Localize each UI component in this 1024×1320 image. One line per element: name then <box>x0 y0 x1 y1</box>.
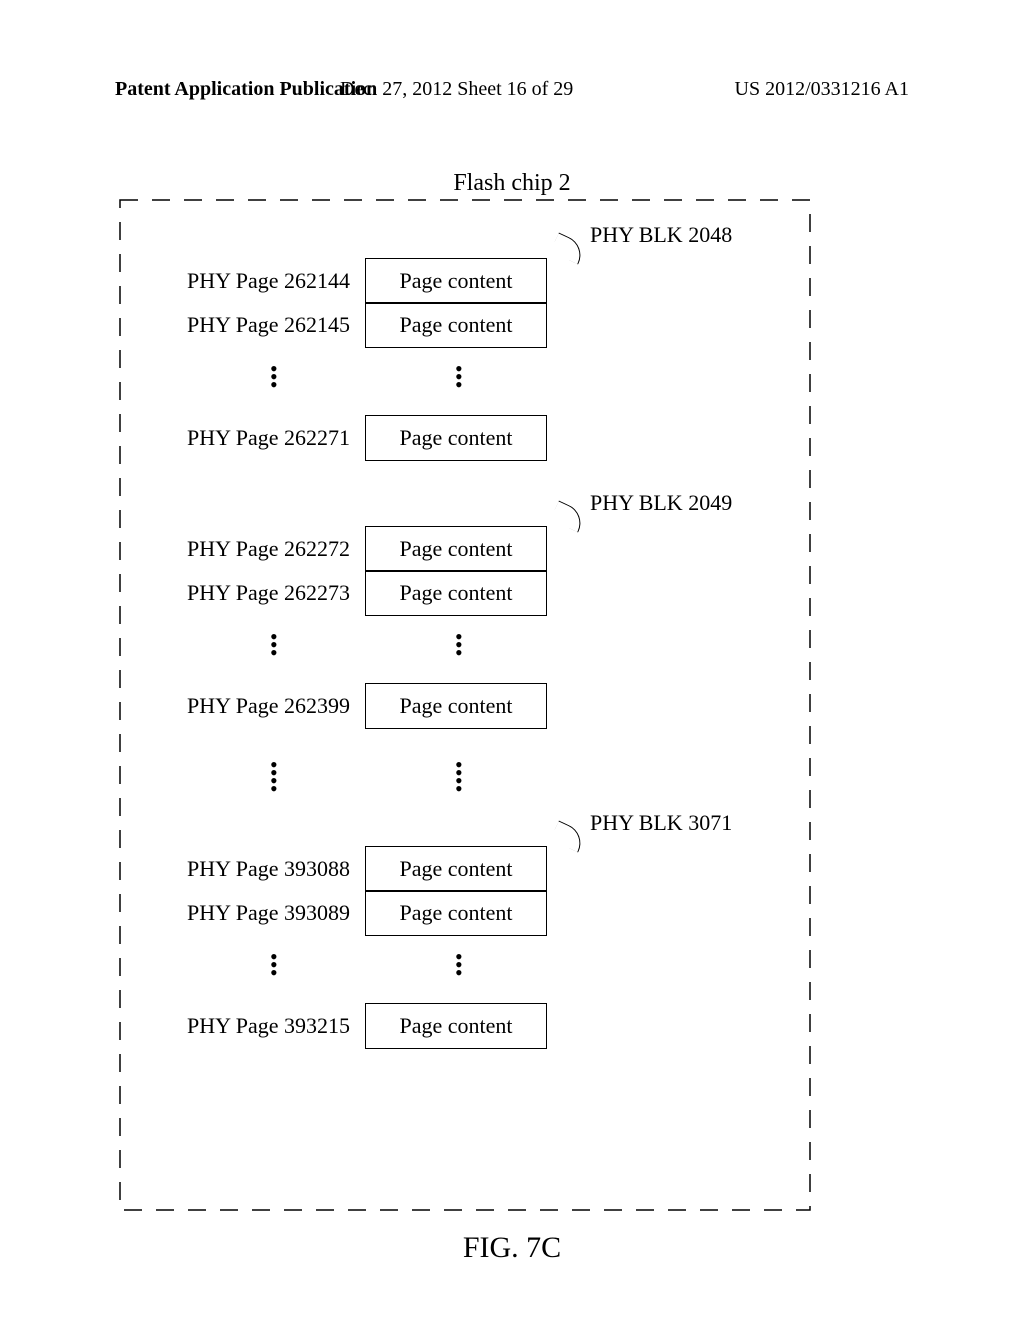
page-label: PHY Page 393088 <box>150 856 350 882</box>
page-row: PHY Page 262272 Page content <box>150 526 680 570</box>
vertical-ellipsis: ••• <box>455 953 463 977</box>
vertical-ellipsis: •••• <box>455 760 463 792</box>
vertical-ellipsis: ••• <box>455 365 463 389</box>
page-content-box: Page content <box>365 1003 547 1049</box>
vertical-ellipsis: ••• <box>270 365 278 389</box>
page-label: PHY Page 262399 <box>150 693 350 719</box>
page-content-box: Page content <box>365 890 547 936</box>
page-content-box: Page content <box>365 258 547 304</box>
page-row: PHY Page 262399 Page content <box>150 683 680 727</box>
figure-caption: FIG. 7C <box>0 1231 1024 1265</box>
vertical-ellipsis: •••• <box>270 760 278 792</box>
page-content-box: Page content <box>365 570 547 616</box>
page-content-box: Page content <box>365 846 547 892</box>
vertical-ellipsis: ••• <box>270 953 278 977</box>
page-label: PHY Page 262272 <box>150 536 350 562</box>
page-label: PHY Page 262273 <box>150 580 350 606</box>
page-content-box: Page content <box>365 302 547 348</box>
page-row: PHY Page 393089 Page content <box>150 890 680 934</box>
page-label: PHY Page 262271 <box>150 425 350 451</box>
page-row: PHY Page 262271 Page content <box>150 415 680 459</box>
vertical-ellipsis: ••• <box>270 633 278 657</box>
page-label: PHY Page 393089 <box>150 900 350 926</box>
page-content-box: Page content <box>365 415 547 461</box>
block-label: PHY BLK 2048 <box>590 222 732 248</box>
block-label: PHY BLK 2049 <box>590 490 732 516</box>
page-label: PHY Page 393215 <box>150 1013 350 1039</box>
page-content-box: Page content <box>365 683 547 729</box>
vertical-ellipsis: ••• <box>455 633 463 657</box>
page-row: PHY Page 393088 Page content <box>150 846 680 890</box>
page-row: PHY Page 262144 Page content <box>150 258 680 302</box>
block-label: PHY BLK 3071 <box>590 810 732 836</box>
dashed-box <box>0 0 1024 1320</box>
page-row: PHY Page 262145 Page content <box>150 302 680 346</box>
page-label: PHY Page 262145 <box>150 312 350 338</box>
page-label: PHY Page 262144 <box>150 268 350 294</box>
page-content-box: Page content <box>365 526 547 572</box>
page-row: PHY Page 262273 Page content <box>150 570 680 614</box>
page-row: PHY Page 393215 Page content <box>150 1003 680 1047</box>
